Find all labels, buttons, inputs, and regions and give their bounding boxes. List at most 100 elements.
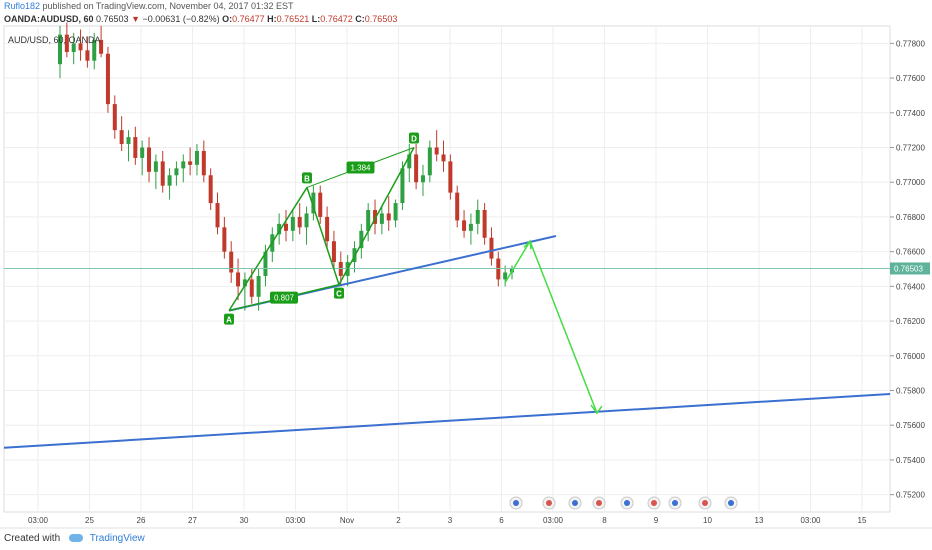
ratio-label: 0.807 xyxy=(274,294,295,303)
candle-body xyxy=(420,175,425,183)
down-arrow-icon: ▼ xyxy=(131,14,141,24)
candle-body xyxy=(462,220,467,231)
y-tick-label: 0.77400 xyxy=(896,109,925,118)
pattern-point-label: D xyxy=(411,135,417,144)
candle-body xyxy=(366,209,371,231)
y-tick-label: 0.77800 xyxy=(896,39,925,48)
candle-body xyxy=(167,175,172,186)
open-label: O: xyxy=(222,14,233,24)
candle-body xyxy=(393,203,398,221)
candle-body xyxy=(181,161,186,169)
x-tick-label: 27 xyxy=(188,516,197,525)
candle-body xyxy=(133,137,138,158)
pattern-leg xyxy=(338,147,415,285)
candle-body xyxy=(496,258,501,280)
candle-body xyxy=(99,39,104,54)
x-tick-label: 9 xyxy=(654,516,659,525)
candle-body xyxy=(311,192,316,214)
current-price-tag xyxy=(890,262,930,275)
x-tick-label: 15 xyxy=(858,516,867,525)
pattern-point-c-box xyxy=(334,287,344,299)
x-tick-label: 2 xyxy=(396,516,401,525)
event-flag-dot-icon xyxy=(728,500,734,506)
candle-body xyxy=(503,272,508,280)
x-tick-label: Nov xyxy=(340,516,354,525)
candle-body xyxy=(290,216,295,231)
y-tick-label: 0.75800 xyxy=(896,387,925,396)
tradingview-logo-icon xyxy=(68,534,83,543)
candle-body xyxy=(407,154,412,169)
x-tick-label: 3 xyxy=(448,516,453,525)
candle-body xyxy=(119,130,124,145)
symbol-ohlc-line: OANDA:AUDUSD, 60 0.76503 ▼ −0.00631 (−0.… xyxy=(4,14,397,24)
candle-body xyxy=(71,43,76,53)
candle-body xyxy=(105,53,110,105)
candle-body xyxy=(201,150,206,176)
tradingview-brand[interactable]: TradingView xyxy=(89,533,145,544)
event-flag-dot-icon xyxy=(572,500,578,506)
candle-body xyxy=(229,251,234,273)
candle-body xyxy=(58,34,62,65)
ratio-box xyxy=(270,291,298,304)
y-tick-label: 0.75400 xyxy=(896,456,925,465)
y-tick-label: 0.76200 xyxy=(896,317,925,326)
author-link[interactable]: Ruflo182 xyxy=(4,1,41,11)
x-tick-label: 03:00 xyxy=(543,516,564,525)
y-tick-label: 0.77200 xyxy=(896,144,925,153)
publish-info: Ruflo182 published on TradingView.com, N… xyxy=(4,1,294,11)
candle-body xyxy=(325,216,330,242)
candle-body xyxy=(482,209,487,238)
published-text: published on TradingView.com, November 0… xyxy=(42,1,294,11)
x-tick-label: 03:00 xyxy=(800,516,821,525)
close-label: C: xyxy=(355,14,365,24)
low-value: 0.76472 xyxy=(320,14,353,24)
symbol-interval: OANDA:AUDUSD, 60 xyxy=(4,14,94,24)
x-tick-label: 10 xyxy=(703,516,712,525)
y-tick-label: 0.76400 xyxy=(896,282,925,291)
candle-body xyxy=(331,241,336,263)
y-tick-label: 0.76000 xyxy=(896,352,925,361)
candle-body xyxy=(208,175,213,204)
candle-body xyxy=(236,272,241,287)
candle-body xyxy=(126,137,131,145)
created-with-text: Created with xyxy=(4,533,61,544)
y-tick-label: 0.76800 xyxy=(896,213,925,222)
candle-body xyxy=(338,262,343,276)
candle-body xyxy=(400,168,405,204)
x-tick-label: 6 xyxy=(499,516,504,525)
candle-body xyxy=(455,192,460,221)
pattern-point-a-box xyxy=(224,313,234,325)
candle-body xyxy=(64,34,69,53)
event-flag-dot-icon xyxy=(651,500,657,506)
high-label: H: xyxy=(267,14,277,24)
candle-body xyxy=(194,150,199,165)
x-tick-label: 03:00 xyxy=(285,516,306,525)
last-price: 0.76503 xyxy=(96,14,129,24)
plot-area xyxy=(3,25,891,513)
candle-body xyxy=(468,223,473,231)
candle-body xyxy=(434,147,439,155)
high-value: 0.76521 xyxy=(276,14,310,24)
candle-body xyxy=(222,227,227,252)
event-flag-dot-icon xyxy=(513,500,519,506)
x-tick-label: 25 xyxy=(85,516,94,525)
pattern-leg xyxy=(306,187,340,285)
candle-body xyxy=(174,168,179,176)
event-flag-dot-icon xyxy=(546,500,552,506)
open-value: 0.76477 xyxy=(232,14,265,24)
candle-body xyxy=(263,251,268,276)
candle-body xyxy=(85,50,90,61)
lower-trend-line xyxy=(3,392,891,449)
x-tick-label: 30 xyxy=(240,516,249,525)
pattern-point-label: B xyxy=(304,174,310,183)
candle-body xyxy=(297,216,302,228)
candle-body xyxy=(379,213,384,224)
event-flag-dot-icon xyxy=(672,500,678,506)
low-label: L: xyxy=(311,14,321,24)
candle-body xyxy=(373,209,378,224)
y-tick-label: 0.75600 xyxy=(896,421,925,430)
candle-body xyxy=(277,223,282,235)
event-flag-dot-icon xyxy=(624,500,630,506)
